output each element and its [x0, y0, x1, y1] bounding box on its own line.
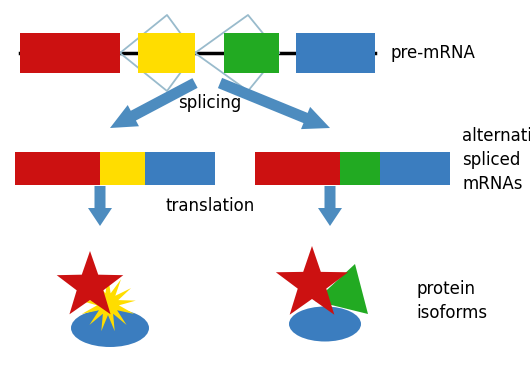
Polygon shape [88, 186, 112, 226]
Polygon shape [110, 78, 198, 128]
Bar [20, 33, 120, 73]
Polygon shape [276, 246, 348, 315]
Text: translation: translation [165, 197, 254, 215]
Ellipse shape [71, 309, 149, 347]
Bar [296, 33, 375, 73]
Text: pre-mRNA: pre-mRNA [390, 44, 475, 62]
Polygon shape [218, 78, 330, 129]
Polygon shape [57, 251, 123, 314]
Polygon shape [315, 264, 368, 314]
Polygon shape [318, 186, 342, 226]
Text: alternatively
spliced
mRNAs: alternatively spliced mRNAs [462, 127, 530, 193]
Bar [224, 33, 279, 73]
Ellipse shape [289, 307, 361, 341]
Bar [380, 152, 450, 184]
Polygon shape [80, 276, 136, 331]
Bar [340, 152, 380, 184]
Bar [145, 152, 215, 184]
Bar [255, 152, 340, 184]
Bar [15, 152, 100, 184]
Text: protein
isoforms: protein isoforms [416, 280, 487, 322]
Bar [138, 33, 195, 73]
Text: splicing: splicing [179, 94, 242, 112]
Bar [100, 152, 145, 184]
